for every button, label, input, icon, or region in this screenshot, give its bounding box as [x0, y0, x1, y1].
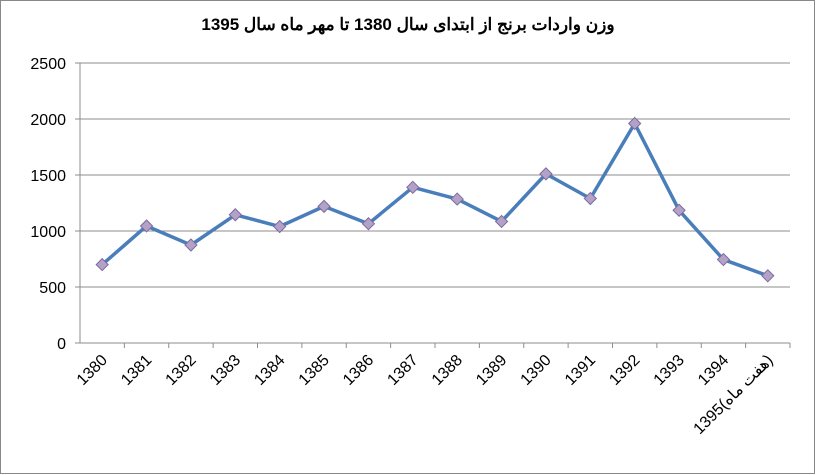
marker [716, 252, 731, 267]
marker [627, 116, 642, 131]
marker [539, 167, 553, 181]
marker [761, 269, 775, 283]
marker [583, 191, 598, 206]
marker [672, 203, 686, 217]
y-tick-label: 2000 [30, 112, 66, 129]
y-tick-label: 500 [39, 280, 66, 297]
marker [494, 214, 509, 229]
y-tick-label: 2500 [30, 56, 66, 73]
marker [184, 238, 198, 252]
marker [317, 199, 331, 214]
y-tick-label: 1500 [30, 168, 66, 185]
chart-title: وزن واردات برنج از ابتدای سال 1380 تا مه… [201, 15, 614, 35]
y-tick-label: 0 [57, 336, 66, 353]
marker [95, 257, 109, 272]
y-tick-label: 1000 [30, 224, 66, 241]
marker [228, 208, 243, 222]
marker [406, 180, 420, 195]
marker [361, 217, 376, 231]
marker [450, 192, 464, 206]
marker [139, 219, 154, 233]
line [101, 121, 769, 278]
marker [272, 219, 287, 234]
